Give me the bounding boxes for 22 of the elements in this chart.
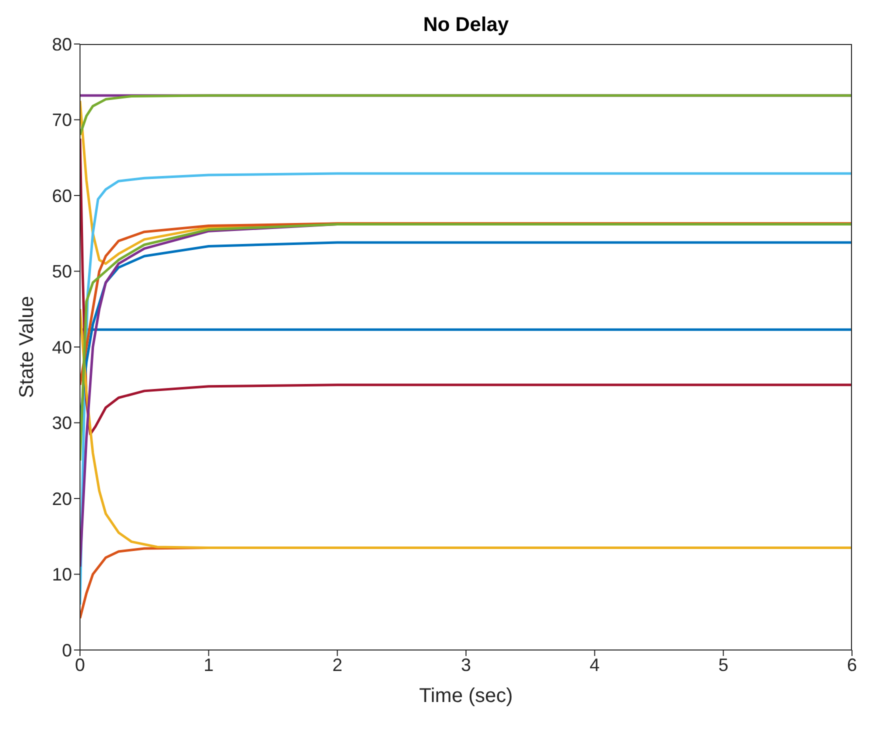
chart-title: No Delay [422,14,510,37]
y-axis-title: State Value [16,296,38,398]
y-tick-label: 70 [52,110,72,130]
y-tick-label: 60 [52,186,72,206]
x-tick-label: 5 [718,654,728,675]
y-tick-label: 30 [52,413,72,434]
line-series [80,223,852,462]
x-tick-label: 2 [332,654,342,675]
y-tick-label: 50 [52,262,72,282]
y-tick-label: 40 [52,337,72,358]
x-tick-label: 4 [590,654,600,675]
line-series [80,308,852,549]
y-tick-label: 0 [62,640,72,660]
line-series [80,94,852,136]
x-tick-label: 1 [204,654,214,675]
x-axis-title: Time (sec) [419,685,513,708]
y-tick-label: 10 [52,564,72,585]
x-tick-label: 0 [74,654,86,675]
x-tick-label: 6 [846,654,858,675]
y-tick-label: 80 [52,34,72,54]
x-tick-label: 3 [460,654,472,675]
y-tick-label: 20 [52,488,72,509]
